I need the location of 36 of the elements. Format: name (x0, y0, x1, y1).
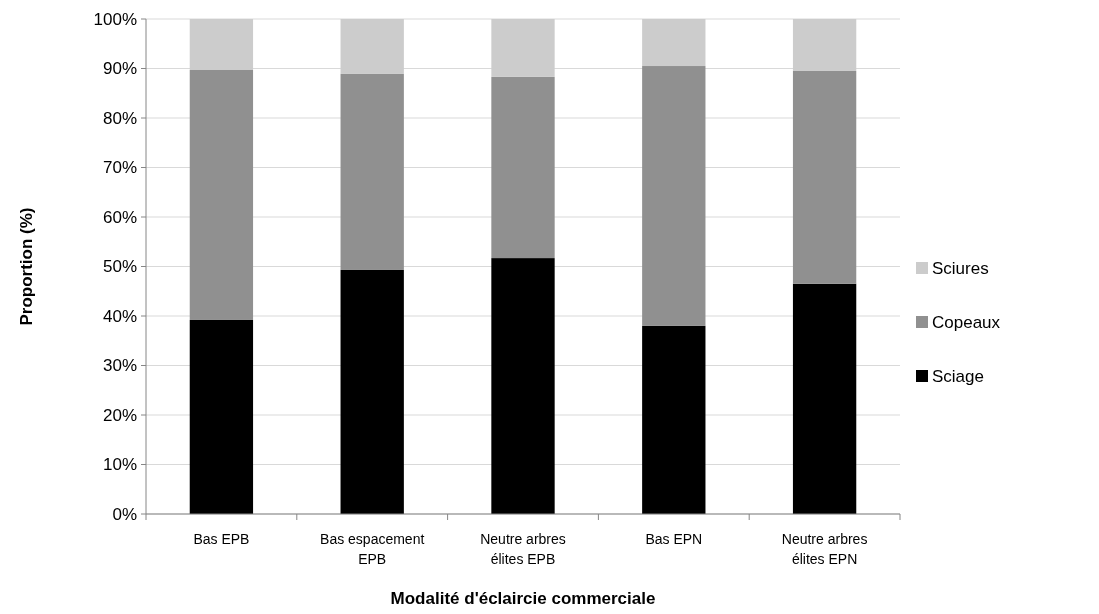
x-axis-title: Modalité d'éclaircie commerciale (390, 589, 656, 608)
y-tick-label: 10% (102, 455, 137, 475)
y-axis-title: Proportion (%) (17, 207, 36, 326)
y-tick-label: 20% (102, 405, 137, 425)
y-tick-label: 40% (102, 306, 137, 326)
bar (491, 19, 555, 77)
bar (792, 70, 857, 284)
legend-label: Sciage (932, 366, 984, 386)
y-tick-label: 80% (102, 108, 137, 128)
x-tick-label: Neutre arbres élites EPN (781, 531, 868, 567)
y-tick-label: 100% (93, 9, 137, 29)
x-tick-label: Neutre arbres élites EPB (480, 531, 566, 567)
bar (340, 19, 404, 74)
bar (491, 76, 555, 259)
bar (642, 325, 706, 514)
bar (189, 319, 254, 514)
x-tick-label: Bas espacement EPB (320, 531, 425, 567)
bar (792, 283, 857, 514)
x-tick-label: Bas EPB (193, 531, 250, 547)
y-tick-label: 30% (102, 356, 137, 376)
legend-label: Sciures (932, 258, 989, 278)
x-tick-label: Bas EPN (645, 531, 703, 547)
y-tick-label: 50% (102, 257, 137, 277)
y-tick-label: 90% (102, 59, 137, 79)
bar (189, 19, 254, 70)
bar (189, 69, 254, 320)
y-tick-label: 60% (102, 207, 137, 227)
bar (642, 66, 706, 326)
bar (792, 19, 857, 71)
bar (340, 269, 404, 514)
bar (642, 19, 706, 67)
bar (491, 258, 555, 514)
legend-label: Copeaux (932, 312, 1001, 332)
y-tick-label: 0% (112, 504, 137, 524)
bar (340, 73, 404, 270)
y-tick-label: 70% (102, 158, 137, 178)
